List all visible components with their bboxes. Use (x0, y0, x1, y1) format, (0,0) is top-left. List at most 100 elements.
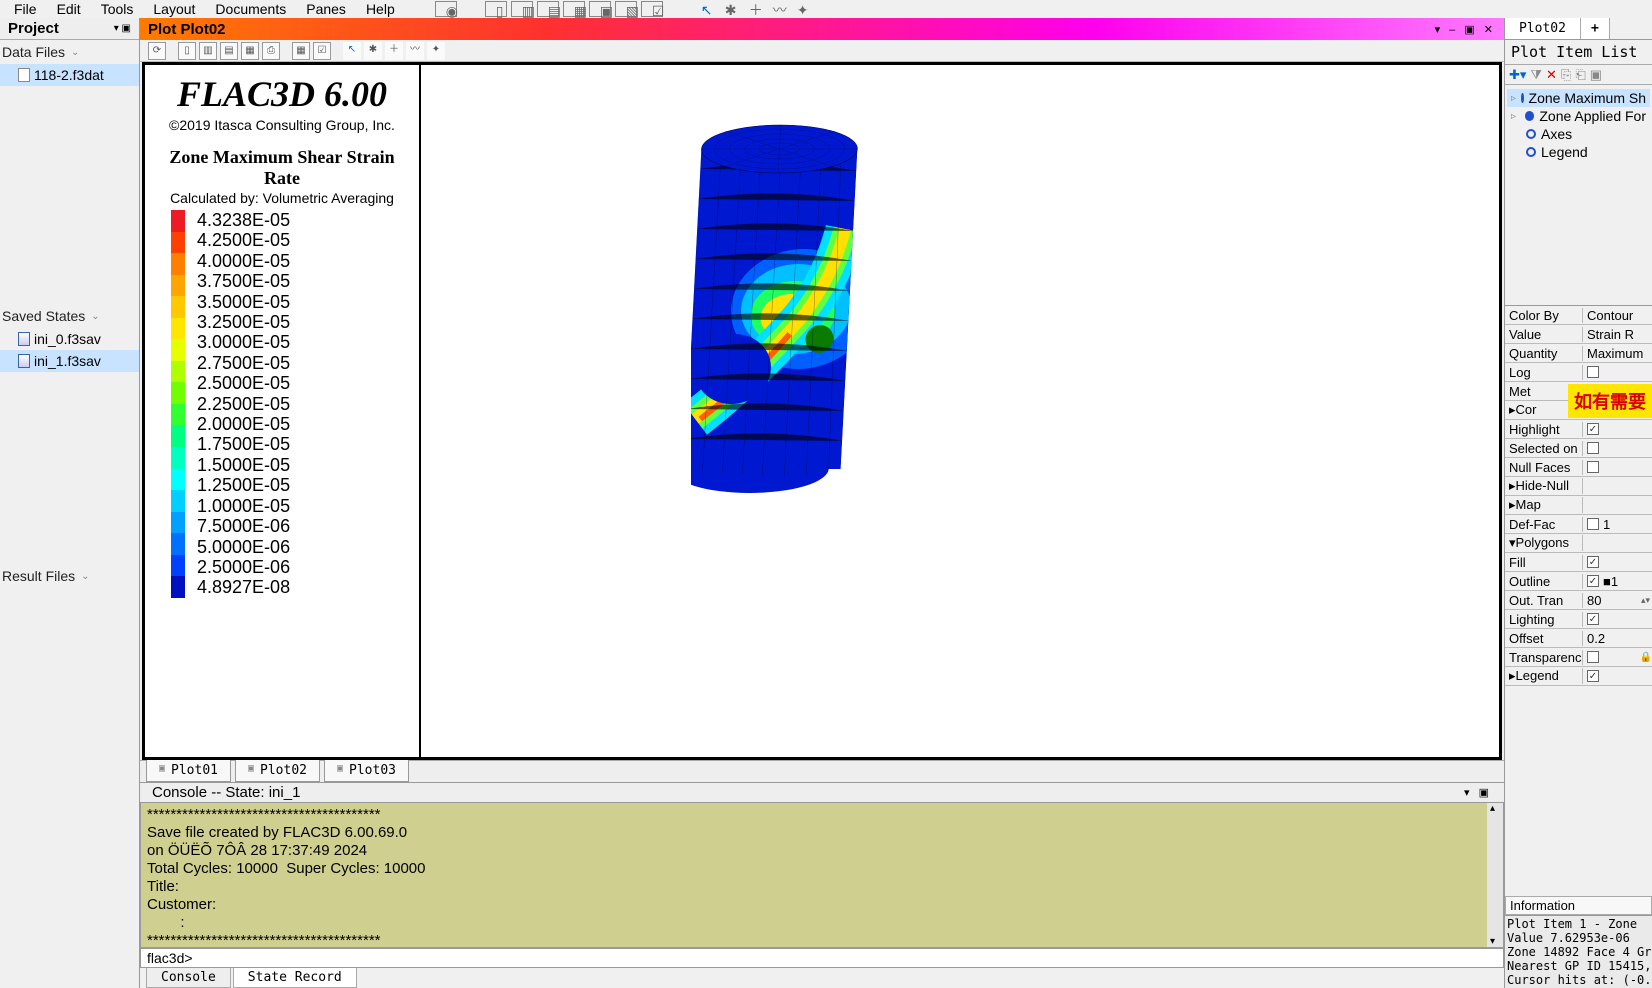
checkbox[interactable]: ✓ (1587, 575, 1599, 587)
tree-item[interactable]: ▹Zone Applied For (1507, 107, 1650, 125)
menu-documents[interactable]: Documents (205, 0, 296, 19)
globe-icon[interactable]: ◉ (435, 1, 457, 17)
prop-row[interactable]: Null Faces (1505, 458, 1652, 477)
menu-edit[interactable]: Edit (47, 0, 91, 19)
scrollbar[interactable] (1487, 803, 1503, 947)
menu-file[interactable]: File (4, 0, 47, 19)
checkbox[interactable]: ✓ (1587, 613, 1599, 625)
cross-icon[interactable]: ✱ (715, 1, 735, 17)
checkbox[interactable]: ✓ (1587, 556, 1599, 568)
plus-icon[interactable]: ＋ (739, 1, 759, 17)
legend-title: FLAC3D 6.00 (151, 73, 413, 115)
console-prompt[interactable]: flac3d> (140, 948, 1504, 968)
prop-row[interactable]: Lighting✓ (1505, 610, 1652, 629)
tab-state-record[interactable]: State Record (233, 968, 357, 988)
checkbox[interactable]: ✓ (1587, 423, 1599, 435)
result-files-header[interactable]: Result Files (0, 564, 139, 588)
saved-state-item[interactable]: ini_0.f3sav (0, 328, 139, 350)
data-file-item[interactable]: 118-2.f3dat (0, 64, 139, 86)
copy-icon[interactable]: ⎘ (1561, 67, 1571, 83)
sav-name: ini_0.f3sav (34, 331, 101, 347)
view1-icon[interactable]: ▯ (178, 42, 196, 60)
prop-row[interactable]: Transparenc🔒 (1505, 648, 1652, 667)
tree-item[interactable]: Axes (1507, 125, 1650, 143)
prop-row[interactable]: Log (1505, 363, 1652, 382)
menu-panes[interactable]: Panes (296, 0, 356, 19)
tab-console[interactable]: Console (146, 968, 231, 988)
saved-states-header[interactable]: Saved States (0, 304, 139, 328)
layout4-icon[interactable]: ▦ (563, 1, 585, 17)
refresh-icon[interactable]: ⟳ (148, 42, 166, 60)
prop-row[interactable]: ▸Legend✓ (1505, 667, 1652, 686)
prop-row[interactable]: ▸Map (1505, 496, 1652, 515)
prop-row[interactable]: Def-Fac1 (1505, 515, 1652, 534)
prop-row[interactable]: ▾Polygons (1505, 534, 1652, 553)
print-icon[interactable]: ⎙ (262, 42, 280, 60)
tree-item[interactable]: ▹Zone Maximum Sh (1507, 89, 1650, 107)
saved-state-item[interactable]: ini_1.f3sav (0, 350, 139, 372)
menu-layout[interactable]: Layout (143, 0, 205, 19)
checkbox[interactable] (1587, 461, 1599, 473)
view2-icon[interactable]: ▥ (199, 42, 217, 60)
checkbox[interactable] (1587, 518, 1599, 530)
delete-icon[interactable]: ✕ (1546, 67, 1557, 83)
prop-row[interactable]: Outline✓■1 (1505, 572, 1652, 591)
prop-row[interactable]: Color ByContour (1505, 306, 1652, 325)
prop-row[interactable]: Highlight✓ (1505, 420, 1652, 439)
plot-viewport[interactable]: FLAC3D 6.00 ©2019 Itasca Consulting Grou… (142, 62, 1502, 760)
line-icon[interactable]: 〰 (406, 42, 424, 60)
tab-plot02[interactable]: Plot02 (1505, 18, 1581, 39)
dup-icon[interactable]: ▣ (1590, 67, 1602, 83)
prop-row[interactable]: Fill✓ (1505, 553, 1652, 572)
plot-tab[interactable]: Plot02 (235, 759, 320, 782)
add-icon[interactable]: ＋ (385, 42, 403, 60)
view3-icon[interactable]: ▤ (220, 42, 238, 60)
wave-icon[interactable]: 〰 (763, 1, 783, 17)
menu-help[interactable]: Help (356, 0, 405, 19)
tree-item[interactable]: Legend (1507, 143, 1650, 161)
add-icon[interactable]: ✚▾ (1509, 67, 1526, 83)
console-output[interactable]: ****************************************… (140, 802, 1504, 948)
prop-row[interactable]: QuantityMaximum (1505, 344, 1652, 363)
arrow-icon[interactable]: ↖ (691, 1, 711, 17)
filter-icon[interactable]: ⧩ (1530, 67, 1542, 83)
scale-value: 3.5000E-05 (197, 292, 290, 312)
node-icon[interactable]: ✦ (427, 42, 445, 60)
scale-value: 1.5000E-05 (197, 455, 290, 475)
grid-icon[interactable]: ▦ (292, 42, 310, 60)
console-tabs: Console State Record (140, 968, 1504, 988)
check-icon[interactable]: ☑ (313, 42, 331, 60)
data-files-header[interactable]: Data Files (0, 40, 139, 64)
plot-tab[interactable]: Plot03 (324, 759, 409, 782)
render-area[interactable] (421, 65, 1499, 757)
checkbox[interactable] (1587, 442, 1599, 454)
plot-item-header: Plot Item List (1505, 40, 1652, 65)
menu-bar: File Edit Tools Layout Documents Panes H… (0, 0, 1652, 18)
layout2-icon[interactable]: ▥ (511, 1, 533, 17)
view4-icon[interactable]: ▦ (241, 42, 259, 60)
tab-add[interactable]: + (1581, 18, 1610, 39)
checkbox[interactable]: ✓ (1587, 670, 1599, 682)
layout5-icon[interactable]: ▣ (589, 1, 611, 17)
spark-icon[interactable]: ✱ (364, 42, 382, 60)
checkbox[interactable] (1587, 651, 1599, 663)
star-icon[interactable]: ✦ (787, 1, 807, 17)
console-controls[interactable]: ▾ ▣ (1464, 786, 1492, 799)
paste-icon[interactable]: ⎗ (1575, 67, 1585, 83)
project-header[interactable]: Project (0, 18, 139, 40)
layout6-icon[interactable]: ▧ (615, 1, 637, 17)
prop-row[interactable]: Out. Tran80▴▾ (1505, 591, 1652, 610)
prop-row[interactable]: Offset0.2 (1505, 629, 1652, 648)
select-icon[interactable]: ↖ (343, 42, 361, 60)
prop-row[interactable]: Selected on (1505, 439, 1652, 458)
prop-row[interactable]: ValueStrain R (1505, 325, 1652, 344)
menu-tools[interactable]: Tools (91, 0, 144, 19)
plot-tab[interactable]: Plot01 (146, 759, 231, 782)
layout7-icon[interactable]: ☑ (641, 1, 663, 17)
scale-value: 4.8927E-08 (197, 577, 290, 597)
layout1-icon[interactable]: ▯ (485, 1, 507, 17)
checkbox[interactable] (1587, 366, 1599, 378)
layout3-icon[interactable]: ▤ (537, 1, 559, 17)
window-controls[interactable]: ▾ – ▣ ✕ (1435, 23, 1496, 36)
prop-row[interactable]: ▸Hide-Null (1505, 477, 1652, 496)
